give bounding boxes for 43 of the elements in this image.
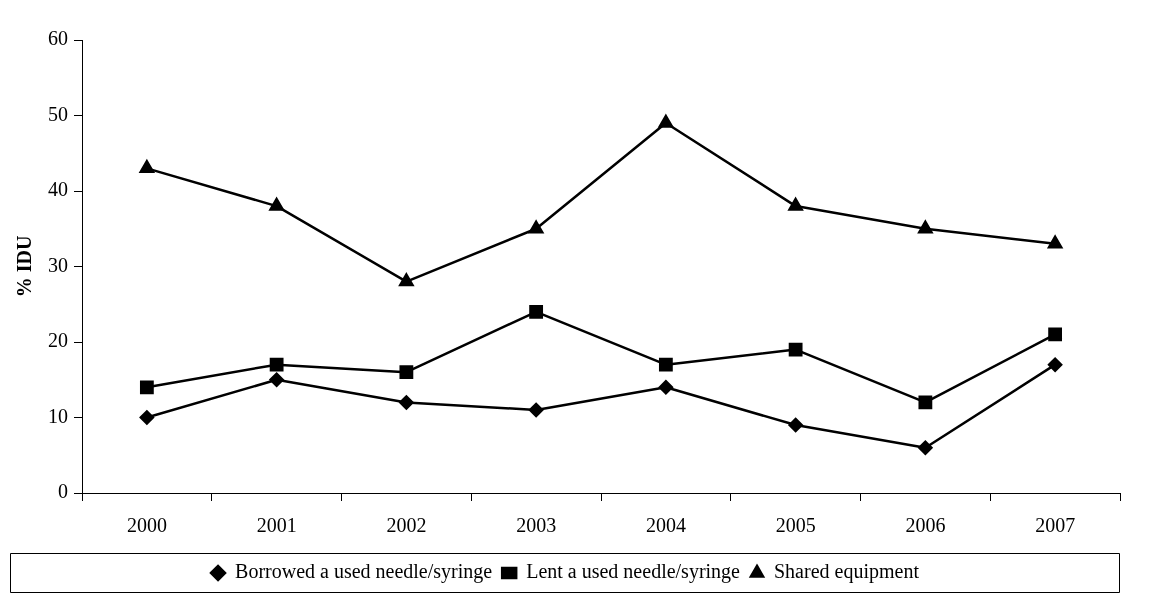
legend-label: Borrowed a used needle/syringe [235,560,493,584]
x-tick-label: 2000 [126,514,167,537]
point [788,197,803,211]
y-tick-label: 0 [58,480,68,503]
y-tick-label: 60 [48,27,68,50]
point [788,417,803,433]
point [529,304,544,319]
point [139,160,155,174]
point [918,220,933,234]
x-tick-label: 2004 [645,514,686,537]
point [658,380,674,395]
point [1048,327,1063,342]
x-tick-label: 2002 [386,514,427,537]
x-tick-label: 2001 [256,514,297,537]
point [139,410,155,425]
point [399,395,414,410]
y-tick-label: 50 [48,102,68,125]
point [139,380,154,395]
point [269,197,284,211]
point [658,114,674,128]
point [1047,235,1063,249]
y-tick-label: 40 [48,178,68,201]
x-tick-label: 2007 [1035,514,1076,537]
x-tick-label: 2006 [905,514,946,537]
x-tick-label: 2005 [775,514,816,537]
point [918,395,933,410]
x-tick-label: 2003 [516,514,557,537]
point [1047,357,1063,372]
point [528,402,544,418]
point [399,365,414,380]
y-axis-title: % IDU [13,235,36,298]
point [269,357,284,372]
legend-label: Lent a used needle/syringe [526,560,741,584]
point [788,342,803,357]
point [269,372,284,387]
point [658,357,673,372]
point [399,273,414,287]
point [528,220,544,234]
y-tick-label: 10 [48,404,68,427]
y-tick-label: 20 [48,329,68,352]
point [918,440,933,455]
legend-label: Shared equipment [773,560,920,584]
y-tick-label: 30 [48,253,68,276]
